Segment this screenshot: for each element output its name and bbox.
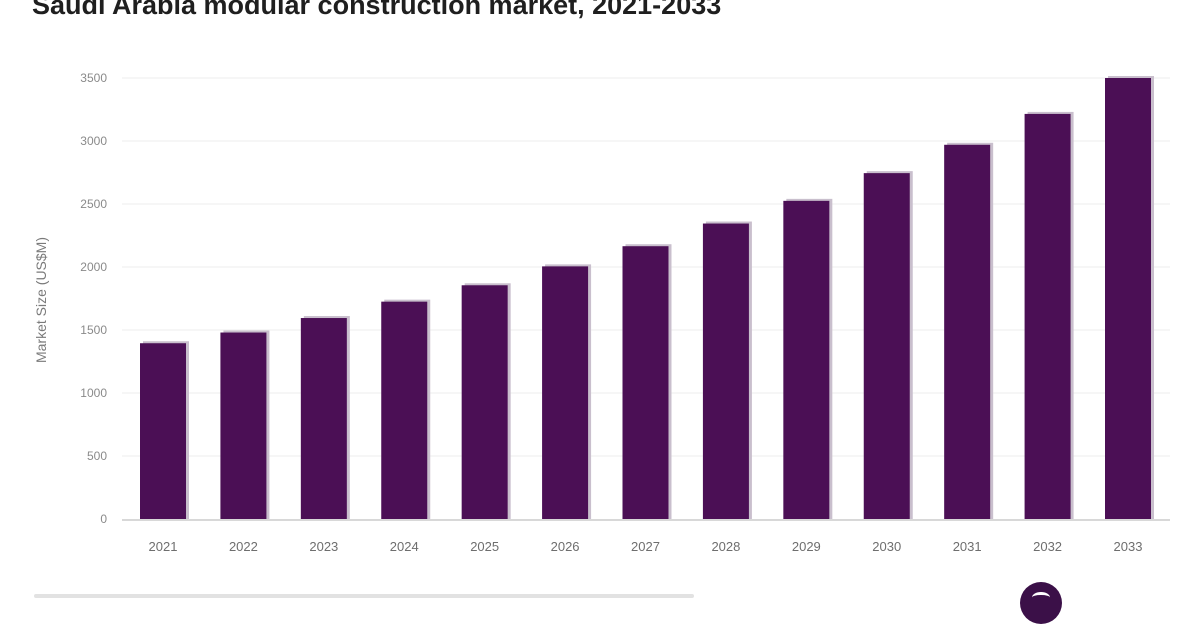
y-tick-label: 3500 bbox=[80, 71, 107, 85]
x-tick-label: 2026 bbox=[551, 539, 580, 554]
y-axis-label: Market Size (US$M) bbox=[33, 237, 49, 363]
x-axis-ticks: 2021 2022 2023 2024 2025 2026 2027 2028 2029 2030… bbox=[149, 539, 1143, 554]
bar-2031 bbox=[944, 144, 991, 519]
y-tick-label: 1500 bbox=[80, 323, 107, 337]
x-tick-label: 2029 bbox=[792, 539, 821, 554]
bar-2024 bbox=[381, 301, 428, 519]
x-tick-label: 2021 bbox=[149, 539, 178, 554]
bar-2027 bbox=[622, 246, 669, 519]
x-tick-label: 2028 bbox=[711, 539, 740, 554]
bar-2023 bbox=[300, 318, 347, 519]
bar-2026 bbox=[542, 266, 589, 519]
circle-logo-icon bbox=[1020, 582, 1062, 624]
x-tick-label: 2031 bbox=[953, 539, 982, 554]
y-tick-label: 500 bbox=[87, 449, 107, 463]
x-tick-label: 2030 bbox=[872, 539, 901, 554]
bar-2025 bbox=[461, 285, 508, 519]
y-tick-label: 2000 bbox=[80, 260, 107, 274]
y-axis-ticks: 0 500 1000 1500 2000 2500 3000 3500 bbox=[80, 71, 107, 526]
bar-2022 bbox=[220, 332, 267, 519]
bar-2032 bbox=[1024, 113, 1071, 519]
bar-chart: 0 500 1000 1500 2000 2500 3000 3500 Market Size… bbox=[33, 71, 1170, 554]
x-tick-label: 2032 bbox=[1033, 539, 1062, 554]
y-tick-label: 3000 bbox=[80, 134, 107, 148]
bar-2028 bbox=[702, 223, 749, 519]
x-tick-label: 2027 bbox=[631, 539, 660, 554]
x-tick-label: 2024 bbox=[390, 539, 419, 554]
bar-2021 bbox=[140, 343, 186, 519]
bars bbox=[140, 76, 1154, 519]
x-tick-label: 2023 bbox=[309, 539, 338, 554]
chart-title: Saudi Arabia modular construction market… bbox=[32, 0, 722, 20]
bar-2033 bbox=[1105, 78, 1151, 519]
y-tick-label: 0 bbox=[100, 512, 107, 526]
y-tick-label: 2500 bbox=[80, 197, 107, 211]
y-tick-label: 1000 bbox=[80, 386, 107, 400]
x-tick-label: 2022 bbox=[229, 539, 258, 554]
bar-2030 bbox=[863, 173, 910, 519]
source-footnote-bar bbox=[34, 594, 694, 598]
x-tick-label: 2025 bbox=[470, 539, 499, 554]
x-tick-label: 2033 bbox=[1114, 539, 1143, 554]
bar-2029 bbox=[783, 200, 830, 519]
